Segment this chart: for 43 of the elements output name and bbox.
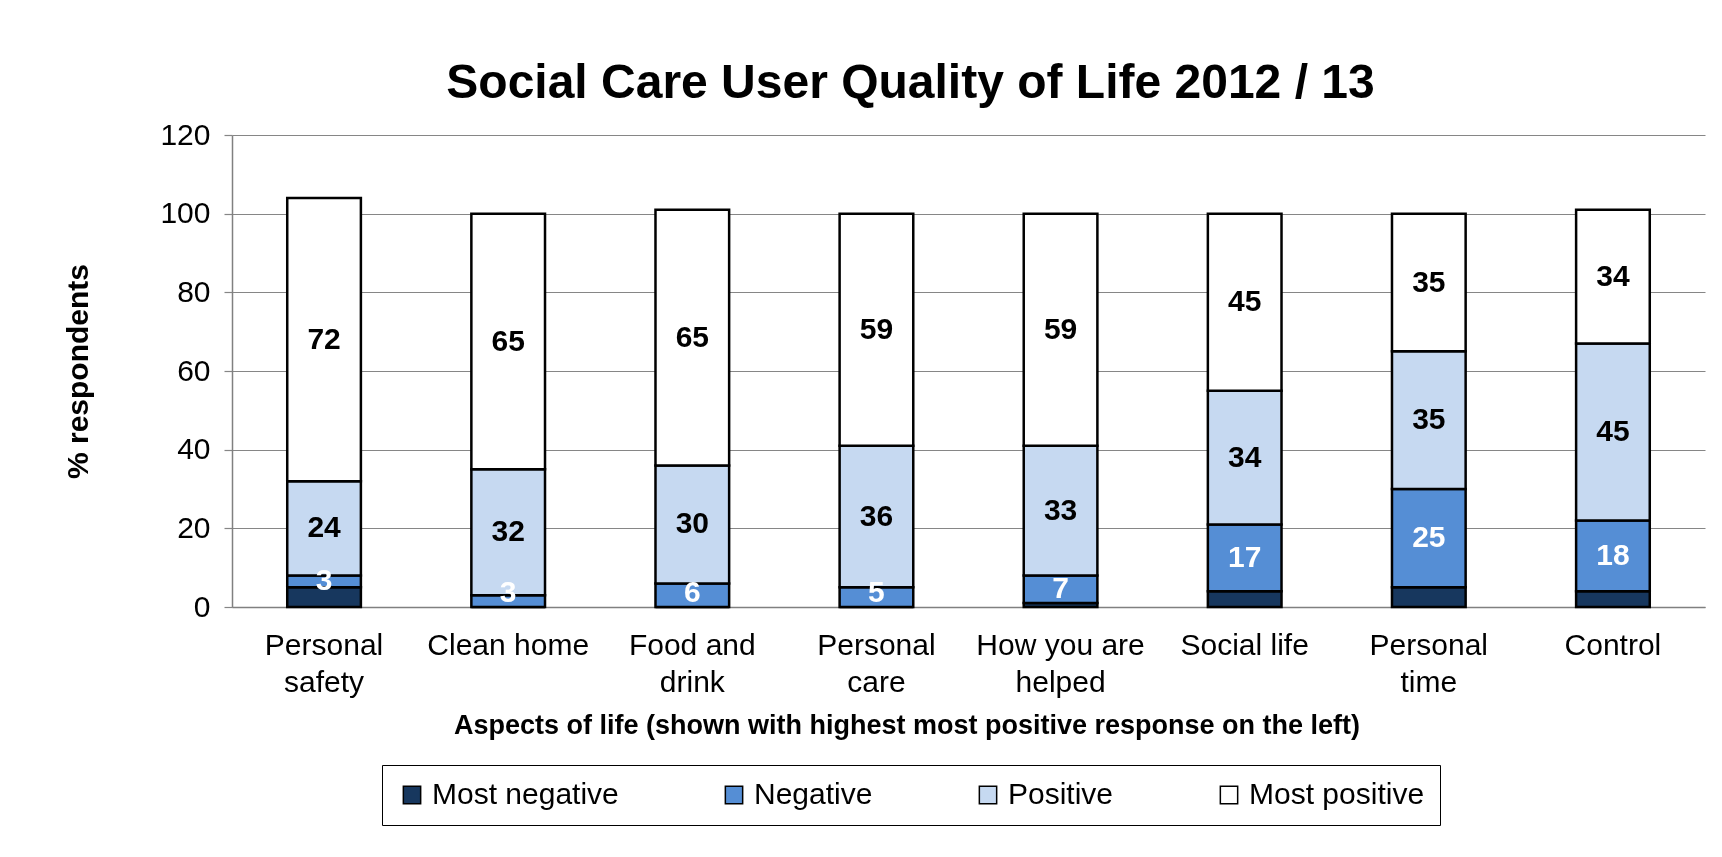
x-tick-label: Food and drink [628, 627, 756, 698]
legend-label: Most positive [1249, 777, 1425, 810]
data-label: 30 [675, 506, 709, 540]
y-tick-label: 60 [177, 353, 211, 387]
data-label: 33 [1043, 492, 1078, 526]
x-tick-label: Personal time [1369, 627, 1489, 698]
data-label: 6 [683, 575, 701, 608]
data-label: 59 [859, 311, 894, 345]
data-label: 18 [1596, 537, 1630, 571]
data-label: 72 [307, 321, 341, 355]
y-tick-label: 0 [193, 589, 211, 623]
x-tick-label: Clean home [427, 627, 590, 661]
y-tick-label: 20 [177, 510, 211, 544]
x-tick-label: Personal care [817, 627, 936, 698]
x-tick-label: Social life [1180, 627, 1309, 661]
y-tick-label: 80 [177, 274, 211, 308]
legend-label: Negative [754, 777, 873, 810]
x-tick-label: Control [1564, 627, 1662, 661]
y-tick-label: 40 [177, 432, 211, 466]
y-axis-title: % respondents [61, 263, 95, 480]
x-axis-title: Aspects of life (shown with highest most positive response on the left) [453, 709, 1361, 740]
x-tick-label: Personal safety [264, 627, 384, 698]
data-label: 25 [1412, 520, 1446, 554]
data-label: 59 [1043, 311, 1078, 345]
chart-title: Social Care User Quality of Life 2012 / 13 [446, 55, 1375, 108]
data-label: 65 [491, 323, 525, 357]
y-tick-label: 100 [160, 196, 211, 230]
data-label: 32 [491, 514, 525, 548]
legend-label: Positive [1008, 777, 1114, 810]
data-label: 35 [1412, 402, 1446, 436]
legend-label: Most negative [432, 777, 619, 810]
data-label: 45 [1228, 284, 1262, 318]
data-label: 65 [675, 319, 709, 353]
data-label: 34 [1228, 439, 1262, 473]
data-label: 17 [1228, 539, 1262, 573]
data-label: 34 [1596, 258, 1630, 292]
data-label: 36 [859, 498, 894, 532]
x-tick-label: How you are helped [976, 627, 1145, 698]
data-label: 35 [1412, 264, 1446, 298]
data-label: 24 [307, 510, 342, 544]
data-label: 45 [1596, 413, 1630, 447]
y-tick-label: 120 [160, 117, 211, 151]
data-label: 7 [1052, 571, 1069, 605]
